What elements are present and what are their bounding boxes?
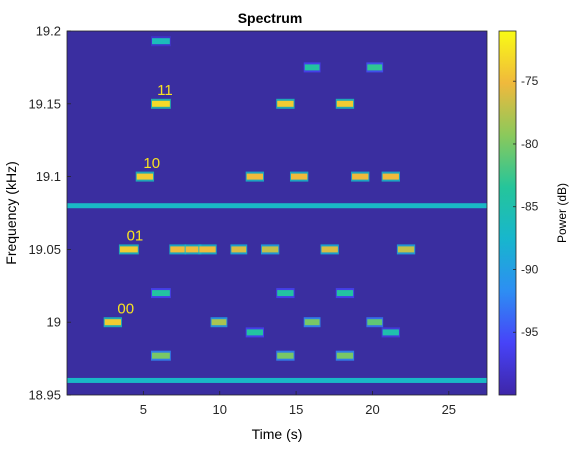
tone-burst [246,329,264,336]
tone-burst [336,100,354,107]
tone-burst [104,319,121,326]
tone-burst [336,290,354,297]
continuous-line [67,377,487,383]
y-tick-label: 19 [47,315,61,330]
annotation-label: 00 [117,300,134,317]
tone-burst [397,246,415,253]
y-tick-label: 18.95 [28,388,61,403]
tone-burst [246,173,264,180]
x-tick-label: 20 [365,402,379,417]
x-tick-label: 10 [212,402,226,417]
tone-burst [119,246,138,253]
tone-burst [367,64,383,71]
tone-burst [382,173,399,180]
tone-burst [170,246,186,253]
colorbar-tick-label: -80 [521,137,539,151]
tone-burst [290,173,308,180]
annotation-label: 01 [127,228,144,245]
tone-burst [277,290,294,297]
annotation-layer: 00 01 10 11 [117,82,172,317]
tone-burst [382,329,399,336]
colorbar-tick-label: -95 [521,325,539,339]
tone-burst [199,246,216,253]
y-axis-label: Frequency (kHz) [3,161,19,264]
colorbar-label: Power (dB) [555,183,569,243]
y-tick-label: 19.2 [36,24,61,39]
tone-burst [185,246,201,253]
tone-burst [336,352,354,359]
plot-background [67,31,487,395]
tone-burst [231,246,247,253]
y-tick-label: 19.05 [28,242,61,257]
tone-burst [136,173,154,180]
tone-burst [352,173,369,180]
colorbar-tick-label: -90 [521,262,539,276]
colorbar-tick-label: -85 [521,200,539,214]
tone-burst [277,352,294,359]
tone-burst [367,319,383,326]
y-tick-label: 19.15 [28,96,61,111]
y-tick-label: 19.1 [36,169,61,184]
x-tick-label: 5 [140,402,147,417]
tone-burst [277,100,294,107]
colorbar-tick-label: -75 [521,74,539,88]
tone-burst [321,246,338,253]
annotation-label: 10 [143,155,160,172]
tone-burst [261,246,279,253]
tone-burst [152,290,170,297]
continuous-line [67,203,487,209]
x-axis-label: Time (s) [252,426,303,442]
chart-title: Spectrum [238,10,303,26]
colorbar-axis: -95 -90 -85 -80 -75 [513,74,539,339]
x-axis: 5 10 15 20 25 [140,391,456,417]
plot-frame [66,30,488,396]
annotation-label: 11 [157,82,173,99]
tone-burst [152,38,170,45]
plot-marks [67,36,487,383]
tone-burst [304,64,320,71]
colorbar [498,30,517,396]
y-axis: 18.95 19 19.05 19.1 19.15 19.2 [28,24,71,403]
tone-burst [152,100,170,107]
x-tick-label: 25 [442,402,456,417]
tone-burst [211,319,227,326]
x-tick-label: 15 [289,402,303,417]
tone-burst [152,352,170,359]
tone-burst [304,319,320,326]
